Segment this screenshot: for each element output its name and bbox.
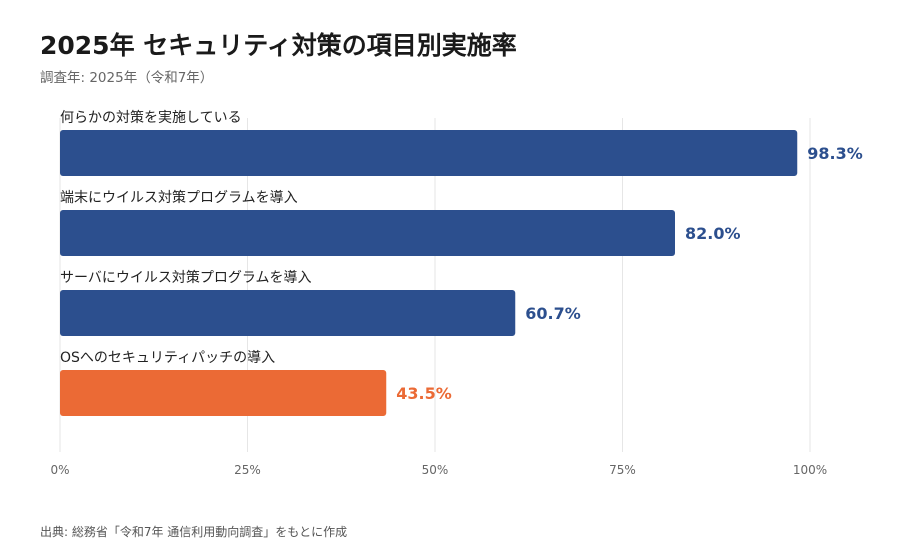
x-tick-label: 0%	[50, 463, 69, 477]
chart-subtitle: 調査年: 2025年（令和7年）	[40, 70, 214, 86]
category-label: サーバにウイルス対策プログラムを導入	[60, 269, 311, 286]
category-label: 何らかの対策を実施している	[60, 109, 242, 126]
bar	[60, 370, 387, 416]
bar-value-label: 60.7%	[525, 304, 581, 323]
chart-title: 2025年 セキュリティ対策の項目別実施率	[40, 31, 517, 60]
category-label: OSへのセキュリティパッチの導入	[60, 350, 275, 366]
x-tick-label: 75%	[609, 463, 636, 477]
source-note: 出典: 総務省「令和7年 通信利用動向調査」をもとに作成	[40, 525, 348, 539]
bar	[60, 290, 516, 336]
bar	[60, 210, 675, 256]
bar	[60, 130, 798, 176]
bar-value-label: 82.0%	[685, 224, 741, 243]
bar-value-label: 43.5%	[396, 384, 452, 403]
bar-value-label: 98.3%	[807, 144, 863, 163]
x-tick-label: 25%	[234, 463, 261, 477]
x-tick-label: 100%	[793, 463, 827, 477]
x-tick-label: 50%	[422, 463, 449, 477]
category-label: 端末にウイルス対策プログラムを導入	[60, 189, 298, 206]
